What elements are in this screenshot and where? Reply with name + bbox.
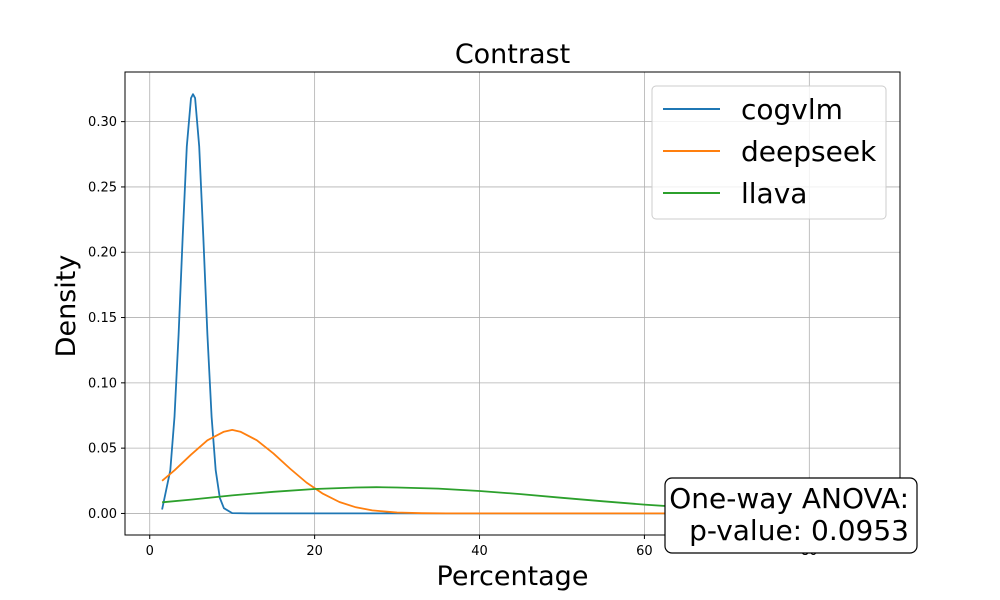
x-tick-label: 60 xyxy=(636,544,653,559)
x-tick-label: 40 xyxy=(471,544,488,559)
series-line-cogvlm xyxy=(161,93,686,515)
y-tick-label: 0.15 xyxy=(88,311,117,326)
y-axis-label: Density xyxy=(51,255,82,358)
y-tick-label: 0.20 xyxy=(88,246,117,261)
y-ticks: 0.00 0.05 0.10 0.15 0.20 0.25 0.30 xyxy=(88,115,125,522)
legend-label-llava: llava xyxy=(741,177,807,210)
y-tick-label: 0.00 xyxy=(88,507,117,522)
y-tick-label: 0.25 xyxy=(88,180,117,195)
series-line-deepseek xyxy=(161,428,859,515)
chart-title: Contrast xyxy=(455,39,570,70)
anova-pvalue: p-value: 0.0953 xyxy=(689,514,909,547)
legend-box xyxy=(651,85,887,220)
plot-frame xyxy=(124,71,901,536)
x-axis-label: Percentage xyxy=(437,561,589,592)
x-tick-label: 0 xyxy=(146,544,154,559)
x-tick-label: 20 xyxy=(306,544,323,559)
y-tick-label: 0.10 xyxy=(88,376,117,391)
y-tick-label: 0.30 xyxy=(88,115,117,130)
anova-annotation: One-way ANOVA: p-value: 0.0953 xyxy=(664,477,918,554)
legend-label-cogvlm: cogvlm xyxy=(741,93,843,126)
legend-label-deepseek: deepseek xyxy=(741,135,877,168)
anova-title: One-way ANOVA: xyxy=(669,482,909,515)
y-tick-label: 0.05 xyxy=(88,442,117,457)
legend: cogvlm deepseek llava xyxy=(651,85,887,220)
anova-box xyxy=(664,477,918,554)
